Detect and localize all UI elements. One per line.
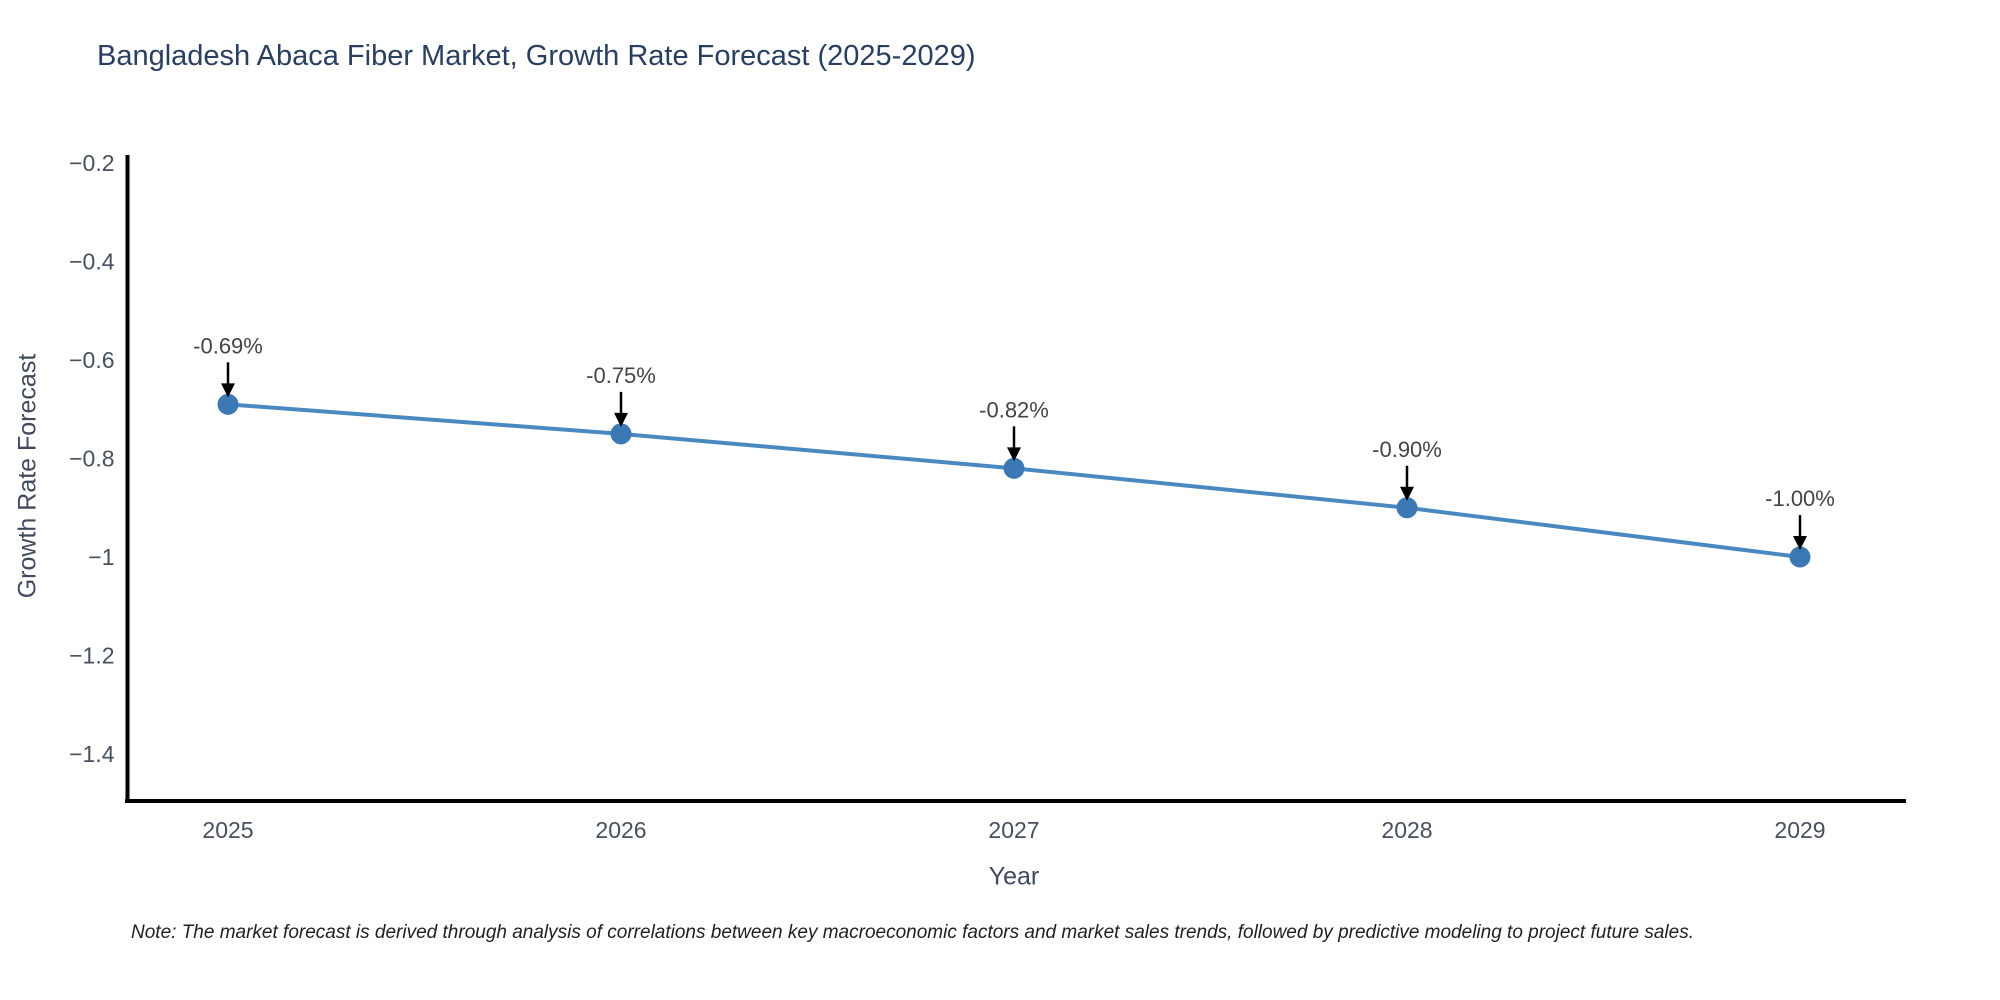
y-tick-label: −1.4 [69,741,115,767]
annotation-label: -0.82% [979,397,1049,422]
data-point-marker [217,393,239,415]
annotation-label: -0.90% [1372,437,1442,462]
annotation-arrow-head [614,412,628,427]
footnote: Note: The market forecast is derived thr… [131,922,1694,943]
annotation-arrow-head [1793,536,1807,550]
y-tick-label: −1 [88,544,114,570]
x-axis-title: Year [988,862,1040,891]
data-point-marker [1003,457,1025,479]
annotation-arrow-head [1007,447,1021,462]
annotation-arrow-head [221,383,235,398]
annotation-label: -0.69% [193,333,263,358]
y-tick-label: −0.6 [69,347,114,373]
y-tick-label: −0.4 [69,249,115,275]
annotation-label: -1.00% [1765,486,1835,511]
x-tick-label: 2027 [988,817,1039,843]
x-tick-label: 2028 [1381,817,1432,843]
data-point-marker [1396,497,1418,519]
y-tick-label: −0.8 [69,446,114,472]
y-tick-label: −0.2 [69,150,114,176]
x-tick-label: 2029 [1774,817,1825,843]
x-tick-label: 2025 [202,817,253,843]
annotation-arrow-head [1400,486,1414,501]
y-tick-label: −1.2 [69,643,114,669]
data-point-marker [1789,546,1811,568]
annotation-label: -0.75% [586,363,656,388]
chart-title: Bangladesh Abaca Fiber Market, Growth Ra… [97,40,976,72]
data-point-marker [610,423,632,445]
y-axis-title: Growth Rate Forecast [13,353,42,599]
x-tick-label: 2026 [595,817,646,843]
